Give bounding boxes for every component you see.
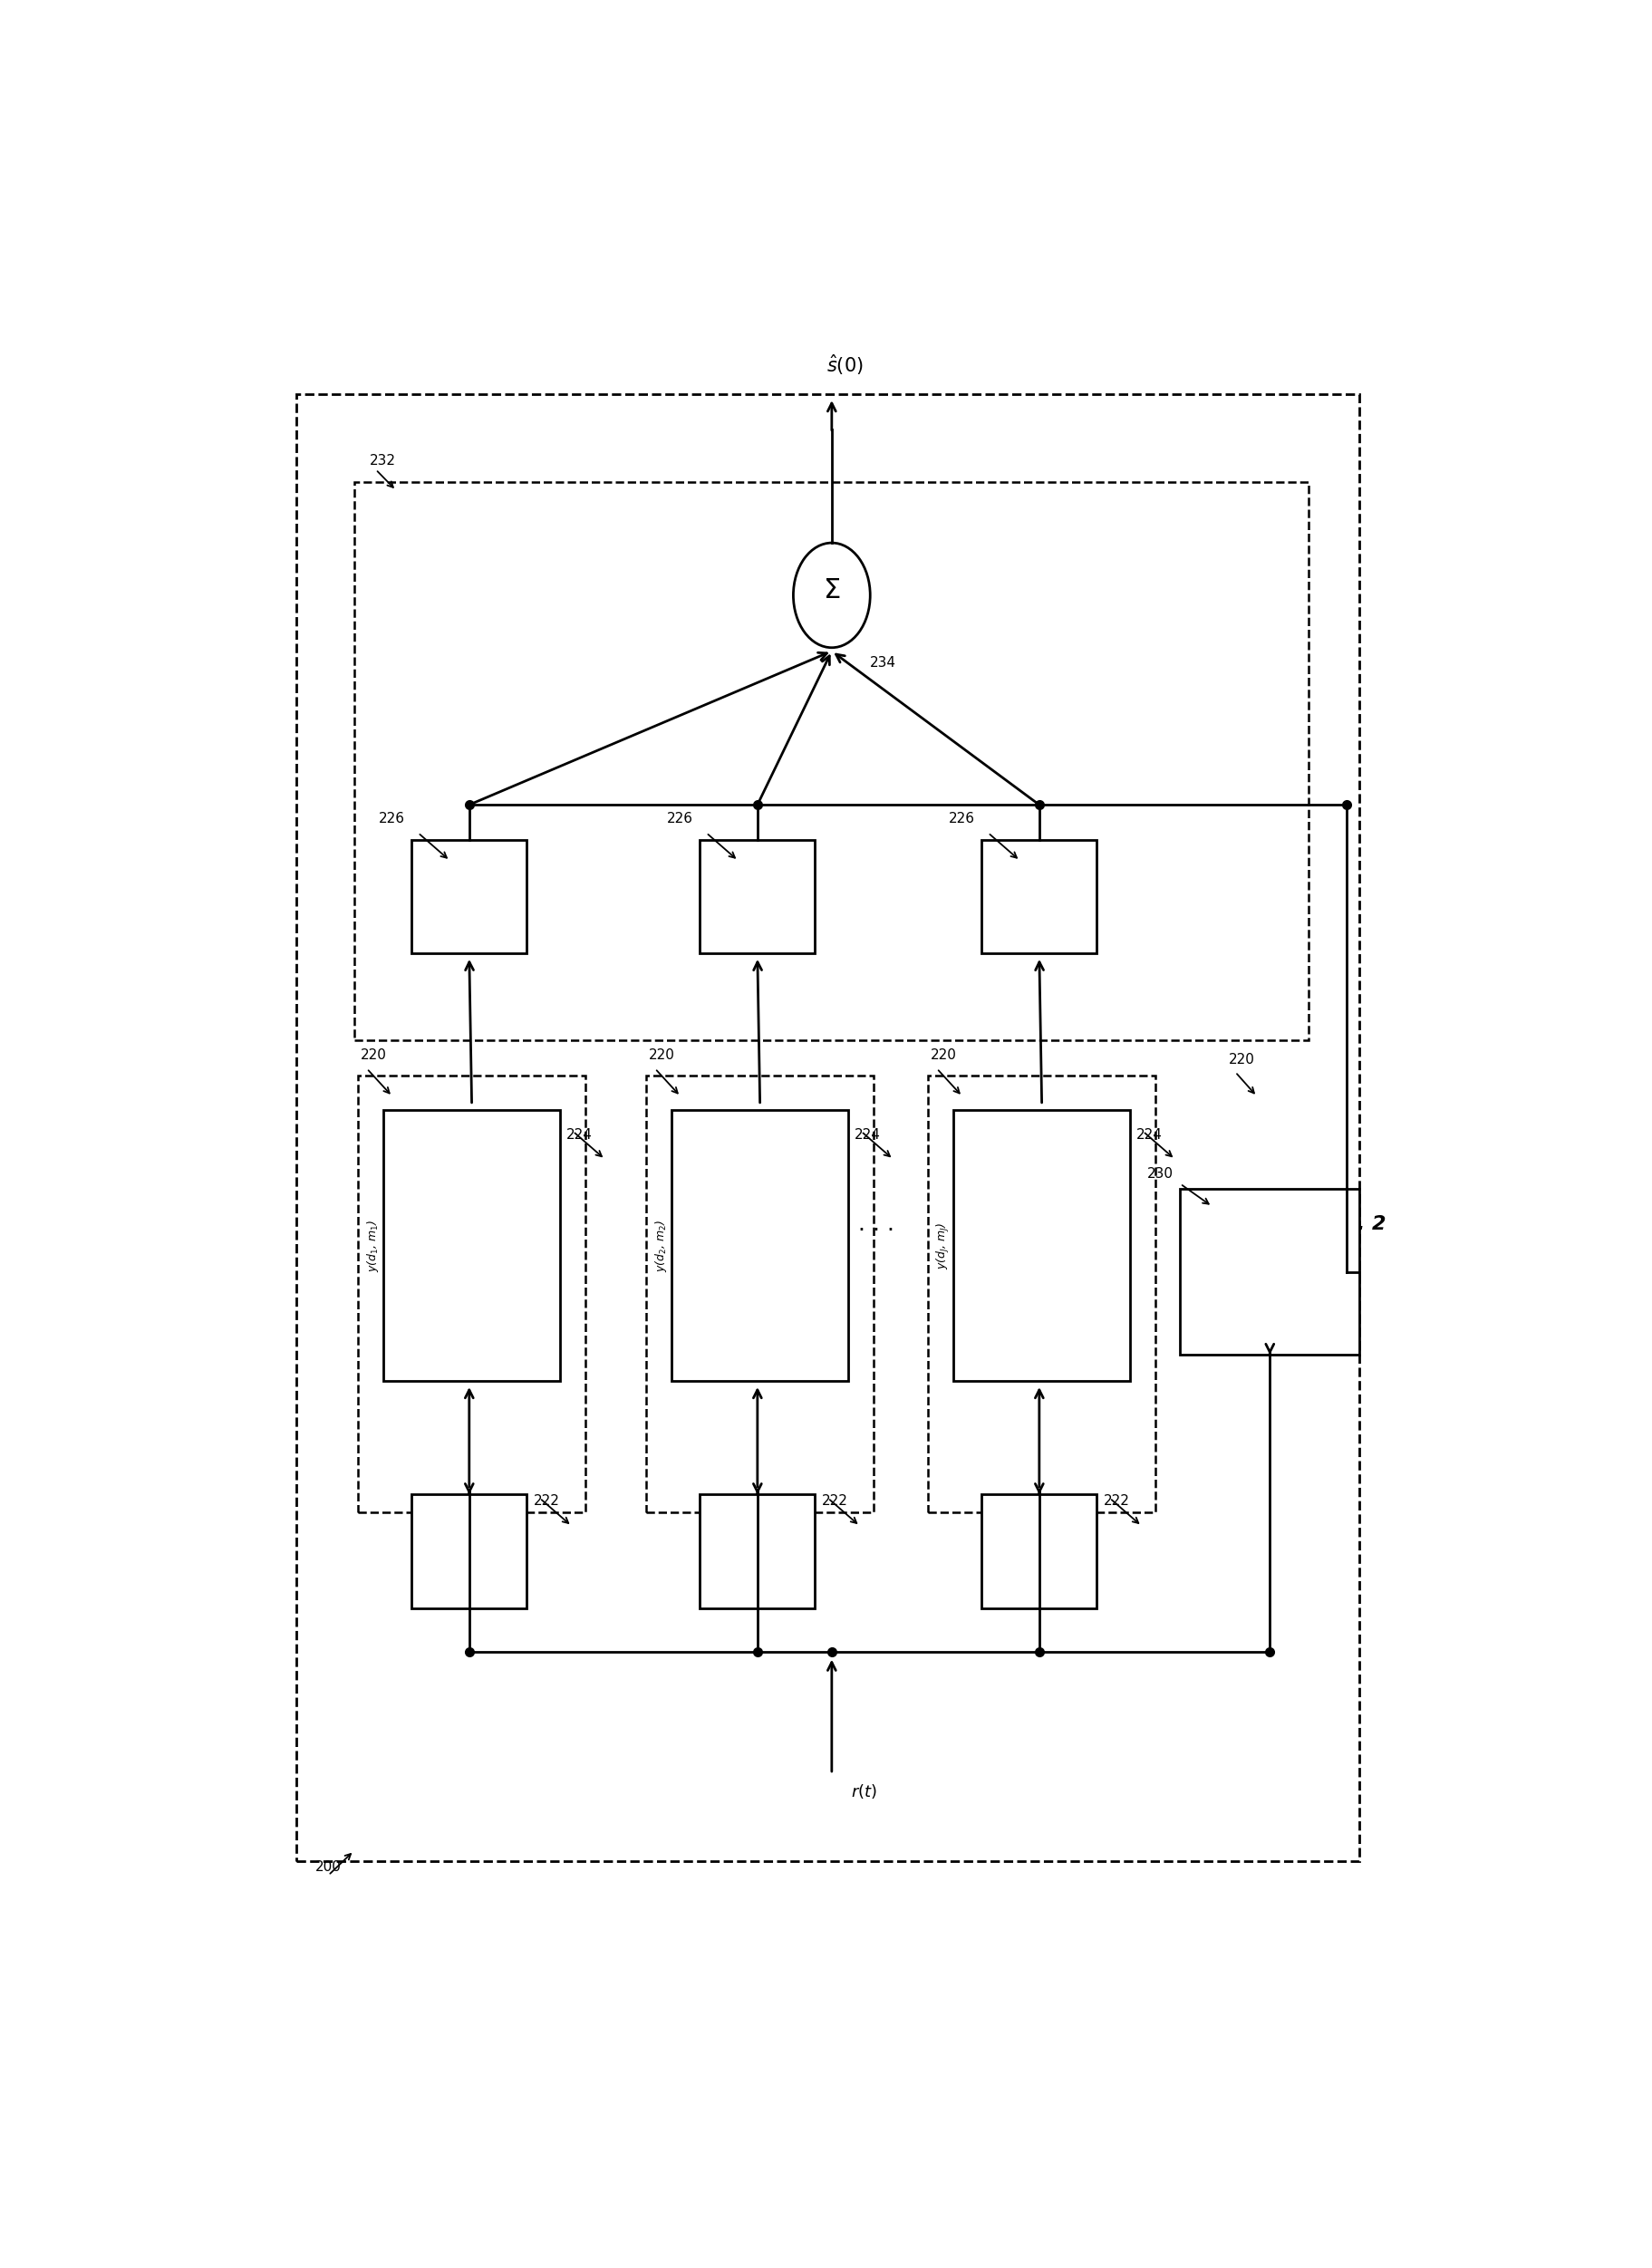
Text: 220: 220 (360, 1048, 387, 1061)
Bar (953, 1111, 1130, 1381)
Text: d$_2$: d$_2$ (747, 1542, 767, 1560)
Text: y(d$_J$, m$_J$): y(d$_J$, m$_J$) (935, 1222, 952, 1270)
Bar (646, 1075, 874, 1513)
Text: w$_J$: w$_J$ (1029, 887, 1049, 907)
Bar (383, 1111, 560, 1381)
Text: CORRELATOR: CORRELATOR (433, 1170, 510, 1182)
Text: d$_J$: d$_J$ (1031, 1540, 1047, 1563)
Text: . . .: . . . (857, 1213, 894, 1234)
Text: $r(t)$: $r(t)$ (851, 1783, 877, 1801)
Text: 224: 224 (854, 1127, 881, 1141)
Text: 220: 220 (1227, 1052, 1254, 1066)
Bar (981, 1495, 1097, 1608)
Text: 222: 222 (821, 1495, 847, 1508)
Text: y(d$_1$, m$_1$): y(d$_1$, m$_1$) (365, 1220, 380, 1272)
Text: 232: 232 (368, 454, 395, 467)
Text: 226: 226 (378, 812, 405, 826)
Text: FIG. 2: FIG. 2 (1318, 1216, 1386, 1234)
Bar (671, 1111, 847, 1381)
Bar (927, 1075, 1155, 1513)
Text: PROCESSOR: PROCESSOR (1231, 1266, 1308, 1279)
Text: $\hat{s}(0)$: $\hat{s}(0)$ (826, 354, 862, 376)
Text: 200: 200 (316, 1860, 342, 1873)
Text: 220: 220 (648, 1048, 674, 1061)
Bar (357, 1075, 585, 1513)
Bar (411, 1495, 527, 1608)
Text: 226: 226 (667, 812, 694, 826)
Text: CORRELATOR: CORRELATOR (1003, 1170, 1080, 1182)
Text: d$_1$: d$_1$ (459, 1542, 479, 1560)
Bar (411, 839, 527, 953)
Text: 224: 224 (567, 1127, 593, 1141)
Bar (354, 481, 1308, 1041)
Text: SYMBOL m$_J$: SYMBOL m$_J$ (1008, 1238, 1074, 1254)
Bar (296, 395, 1358, 1862)
Text: FINGER 2: FINGER 2 (733, 1309, 786, 1322)
Text: SYMBOL m$_1$: SYMBOL m$_1$ (438, 1238, 506, 1252)
Text: FINGER 1: FINGER 1 (444, 1309, 497, 1322)
Text: 230: 230 (1146, 1166, 1173, 1179)
Bar (981, 839, 1097, 953)
Text: $\Sigma$: $\Sigma$ (823, 576, 841, 603)
Text: 222: 222 (1104, 1495, 1128, 1508)
Text: 226: 226 (948, 812, 975, 826)
Text: 220: 220 (930, 1048, 957, 1061)
Text: y(d$_2$, m$_2$): y(d$_2$, m$_2$) (653, 1220, 669, 1272)
Bar (699, 1495, 814, 1608)
Bar (1180, 1188, 1360, 1354)
Text: w$_1$: w$_1$ (458, 887, 481, 905)
Text: 222: 222 (534, 1495, 558, 1508)
Text: 224: 224 (1137, 1127, 1161, 1141)
Text: 234: 234 (869, 655, 895, 669)
Circle shape (793, 542, 869, 649)
Text: CORRELATOR: CORRELATOR (720, 1170, 798, 1182)
Text: SYMBOL m$_2$: SYMBOL m$_2$ (725, 1238, 793, 1252)
Text: FINGER J: FINGER J (1016, 1309, 1066, 1322)
Bar (699, 839, 814, 953)
Text: w$_2$: w$_2$ (745, 887, 768, 905)
